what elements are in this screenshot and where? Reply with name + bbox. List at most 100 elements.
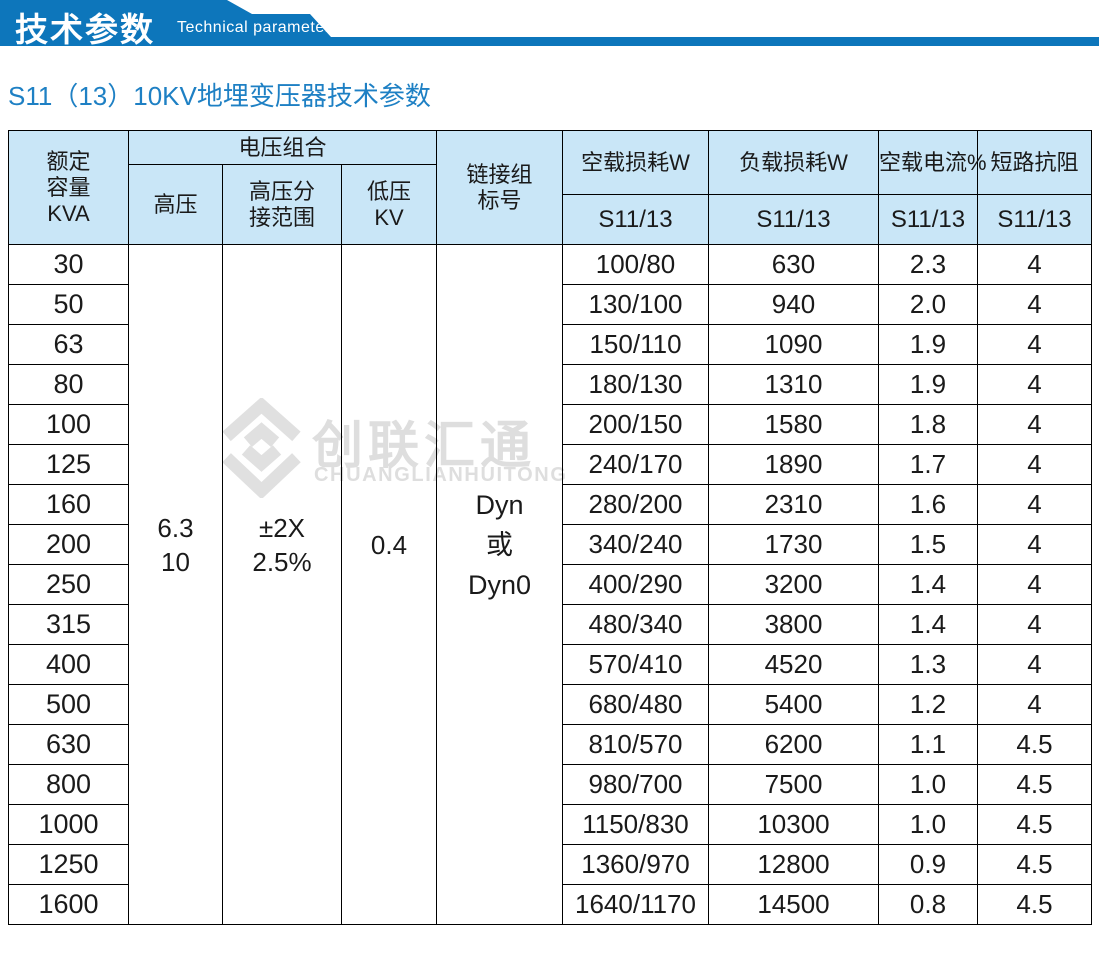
impedance-cell: 4 [977,604,1092,645]
load-loss-cell: 10300 [708,804,879,845]
no-load-current-cell: 1.1 [878,724,978,765]
header-no-load-loss: 空载损耗W [562,130,709,195]
impedance-cell: 4 [977,244,1092,285]
impedance-cell: 4 [977,404,1092,445]
kva-cell: 125 [8,444,129,485]
table-row: 500 680/480 5400 1.2 4 [8,684,1092,725]
no-load-loss-cell: 200/150 [562,404,709,445]
kva-cell: 500 [8,684,129,725]
table-row: 160 280/200 2310 1.6 4 [8,484,1092,525]
no-load-loss-cell: 480/340 [562,604,709,645]
kva-cell: 80 [8,364,129,405]
header-no-load-current: 空载电流% [878,130,987,195]
no-load-current-cell: 1.7 [878,444,978,485]
no-load-loss-cell: 1360/970 [562,844,709,885]
no-load-loss-cell: 570/410 [562,644,709,685]
no-load-loss-cell: 150/110 [562,324,709,365]
impedance-cell: 4 [977,284,1092,325]
table-row: 1000 1150/830 10300 1.0 4.5 [8,804,1092,845]
no-load-current-cell: 1.0 [878,764,978,805]
load-loss-cell: 1090 [708,324,879,365]
header-model-no-load-current: S11/13 [878,194,978,245]
no-load-current-cell: 2.3 [878,244,978,285]
table-row: 200 340/240 1730 1.5 4 [8,524,1092,565]
hv-tap-merged-cell: ±2X 2.5% [222,244,342,925]
parameters-table: 额定 容量 KVA 电压组合 链接组 标号 空载损耗W 负载损耗W 空载电流% … [8,130,1092,925]
no-load-loss-cell: 100/80 [562,244,709,285]
header-hv: 高压 [128,164,223,245]
no-load-current-cell: 1.3 [878,644,978,685]
no-load-loss-cell: 280/200 [562,484,709,525]
load-loss-cell: 1730 [708,524,879,565]
impedance-cell: 4 [977,484,1092,525]
header-vector-group: 链接组 标号 [436,130,563,245]
no-load-current-cell: 1.8 [878,404,978,445]
no-load-current-cell: 1.0 [878,804,978,845]
header-impedance: 短路抗阻 [977,130,1092,195]
load-loss-cell: 5400 [708,684,879,725]
header-model-load-loss: S11/13 [708,194,879,245]
no-load-loss-cell: 240/170 [562,444,709,485]
load-loss-cell: 3200 [708,564,879,605]
table-row: 630 810/570 6200 1.1 4.5 [8,724,1092,765]
no-load-current-cell: 1.9 [878,324,978,365]
no-load-current-cell: 2.0 [878,284,978,325]
table-row: 250 400/290 3200 1.4 4 [8,564,1092,605]
lv-merged-cell: 0.4 [341,244,437,925]
table-row: 800 980/700 7500 1.0 4.5 [8,764,1092,805]
load-loss-cell: 6200 [708,724,879,765]
no-load-loss-cell: 130/100 [562,284,709,325]
kva-cell: 630 [8,724,129,765]
impedance-cell: 4.5 [977,724,1092,765]
kva-cell: 160 [8,484,129,525]
kva-cell: 1000 [8,804,129,845]
kva-cell: 200 [8,524,129,565]
impedance-cell: 4.5 [977,764,1092,805]
no-load-loss-cell: 980/700 [562,764,709,805]
table-row: 30 6.3 10 ±2X 2.5% 0.4 [8,244,1092,925]
kva-cell: 63 [8,324,129,365]
table-row: 1600 1640/1170 14500 0.8 4.5 [8,884,1092,925]
hv-merged-cell: 6.3 10 [128,244,223,925]
impedance-cell: 4.5 [977,844,1092,885]
table-row: 400 570/410 4520 1.3 4 [8,644,1092,685]
header-model-no-load-loss: S11/13 [562,194,709,245]
no-load-current-cell: 1.2 [878,684,978,725]
impedance-cell: 4.5 [977,804,1092,845]
header-model-impedance: S11/13 [977,194,1092,245]
table-row: 315 480/340 3800 1.4 4 [8,604,1092,645]
table-row: 63 150/110 1090 1.9 4 [8,324,1092,365]
impedance-cell: 4 [977,444,1092,485]
header-load-loss: 负载损耗W [708,130,879,195]
no-load-current-cell: 0.8 [878,884,978,925]
impedance-cell: 4 [977,644,1092,685]
banner-ribbon: 技术参数 Technical parameter [0,0,1099,46]
vector-merged-cell: Dyn 或 Dyn0 [436,244,563,925]
no-load-current-cell: 1.6 [878,484,978,525]
kva-cell: 30 [8,244,129,285]
no-load-loss-cell: 1640/1170 [562,884,709,925]
load-loss-cell: 14500 [708,884,879,925]
no-load-current-cell: 1.9 [878,364,978,405]
no-load-loss-cell: 1150/830 [562,804,709,845]
no-load-current-cell: 1.4 [878,604,978,645]
no-load-loss-cell: 680/480 [562,684,709,725]
no-load-current-cell: 0.9 [878,844,978,885]
header-hv-tap-range: 高压分 接范围 [222,164,342,245]
kva-cell: 250 [8,564,129,605]
kva-cell: 315 [8,604,129,645]
no-load-current-cell: 1.5 [878,524,978,565]
no-load-current-cell: 1.4 [878,564,978,605]
kva-cell: 50 [8,284,129,325]
table-row: 125 240/170 1890 1.7 4 [8,444,1092,485]
impedance-cell: 4.5 [977,884,1092,925]
page-title: S11（13）10KV地埋变压器技术参数 [8,81,431,111]
impedance-cell: 4 [977,364,1092,405]
load-loss-cell: 630 [708,244,879,285]
header-voltage-group: 电压组合 [128,130,437,165]
impedance-cell: 4 [977,324,1092,365]
load-loss-cell: 1310 [708,364,879,405]
kva-cell: 400 [8,644,129,685]
header-lv: 低压 KV [341,164,437,245]
